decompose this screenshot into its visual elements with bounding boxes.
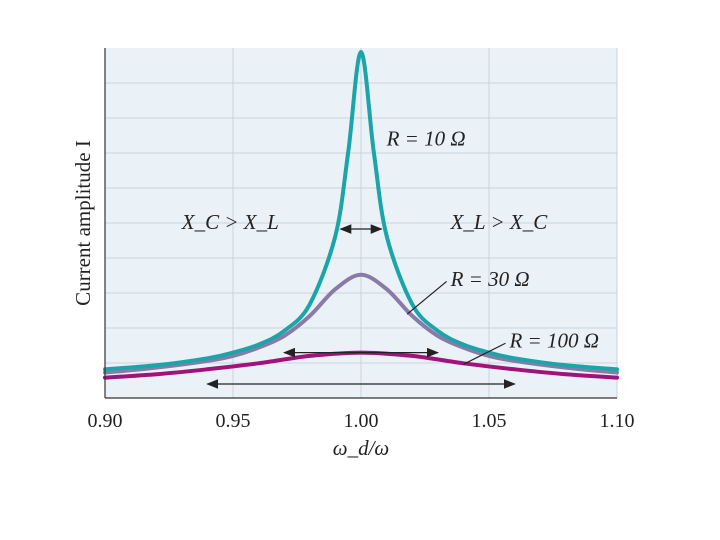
curve-r-10 [103, 50, 619, 372]
grid-lines [104, 48, 618, 398]
annotation-0: R = 10 Ω [386, 127, 466, 151]
y-axis-label: Current amplitude I [71, 140, 95, 306]
curve-r-30 [103, 272, 619, 375]
x-tick-label-2: 1.00 [344, 410, 379, 432]
x-tick-labels: 0.90 0.95 1.00 1.05 1.10 [88, 410, 635, 432]
axes [104, 48, 617, 399]
annotation-3: X_C > X_L [181, 210, 279, 234]
annotation-2: R = 100 Ω [508, 329, 598, 353]
annotation-1: R = 30 Ω [450, 267, 530, 291]
x-tick-label-4: 1.10 [600, 410, 635, 432]
leader-line-1 [406, 281, 447, 315]
annotation-4: X_L > X_C [450, 210, 549, 234]
x-axis-label: ω_d/ω [333, 436, 390, 460]
width-markers [206, 224, 516, 389]
annotations: R = 10 Ω R = 30 Ω R = 100 Ω X_C > X_L X_L > … [181, 127, 599, 365]
x-tick-label-3: 1.05 [472, 410, 507, 432]
leader-line-2 [463, 342, 506, 365]
x-tick-label-0: 0.90 [88, 410, 123, 432]
x-tick-label-1: 0.95 [216, 410, 251, 432]
